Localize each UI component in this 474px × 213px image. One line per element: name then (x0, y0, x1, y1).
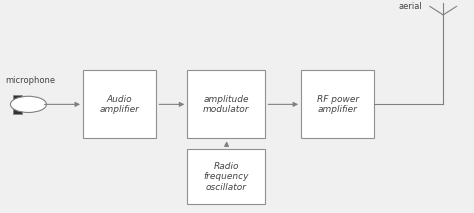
Bar (187, 149, 265, 204)
Bar (13, 95, 22, 114)
Text: amplitude
modulator: amplitude modulator (203, 95, 250, 114)
Text: RF power
amplifier: RF power amplifier (317, 95, 359, 114)
Bar (83, 70, 156, 138)
Text: microphone: microphone (6, 76, 56, 85)
Text: aerial: aerial (398, 2, 422, 11)
Bar (301, 70, 374, 138)
Text: Radio
frequency
oscillator: Radio frequency oscillator (204, 162, 249, 192)
Circle shape (10, 96, 46, 112)
Text: Audio
amplifier: Audio amplifier (100, 95, 140, 114)
Bar (187, 70, 265, 138)
